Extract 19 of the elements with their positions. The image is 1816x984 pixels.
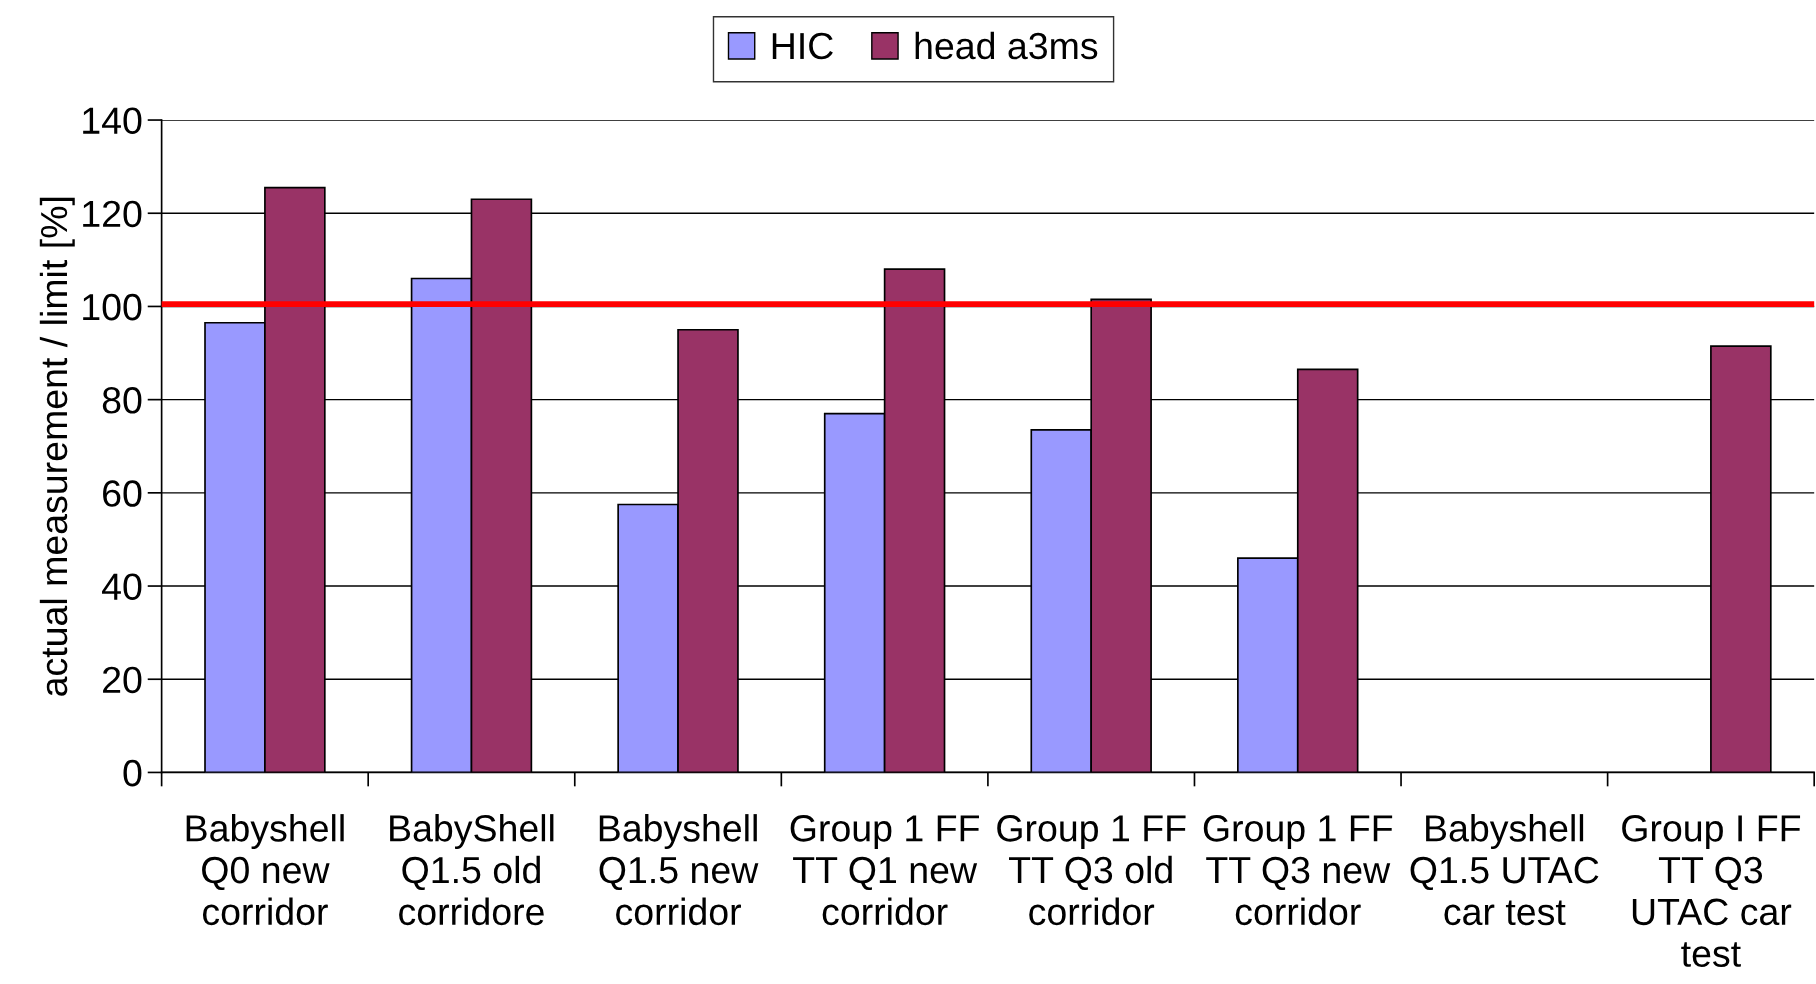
y-tick-label: 60: [103, 480, 142, 507]
x-tick-label: Group 1 FF TT Q1 new corridor: [790, 815, 979, 926]
y-tick-label: 80: [102, 387, 142, 414]
y-tick-label: 0: [123, 759, 142, 787]
legend-label: HIC: [772, 32, 833, 60]
y-tick-label: 40: [102, 573, 142, 600]
y-tick-label: 20: [103, 666, 142, 694]
y-tick-label: 140: [83, 107, 142, 135]
x-tick-label: Group 1 FF TT Q3 new corridor: [1203, 815, 1393, 926]
x-tick-label: Babyshell Q1.5 UTAC car test: [1410, 814, 1599, 926]
x-tick-label: Group 1 FF TT Q3 old corridor: [997, 815, 1186, 926]
legend-label: head a3ms: [915, 31, 1098, 60]
y-axis-title: actual measurement / limit [%]: [39, 197, 75, 696]
y-tick-label: 100: [83, 293, 142, 321]
x-tick-label: Babyshell Q0 new corridor: [186, 814, 344, 926]
y-tick-label: 120: [83, 200, 142, 228]
x-tick-label: Group I FF TT Q3 UTAC car test: [1622, 815, 1801, 967]
x-tick-label: Babyshell Q1.5 new corridor: [599, 814, 759, 926]
x-tick-label: BabyShell Q1.5 old corridore: [390, 814, 554, 926]
